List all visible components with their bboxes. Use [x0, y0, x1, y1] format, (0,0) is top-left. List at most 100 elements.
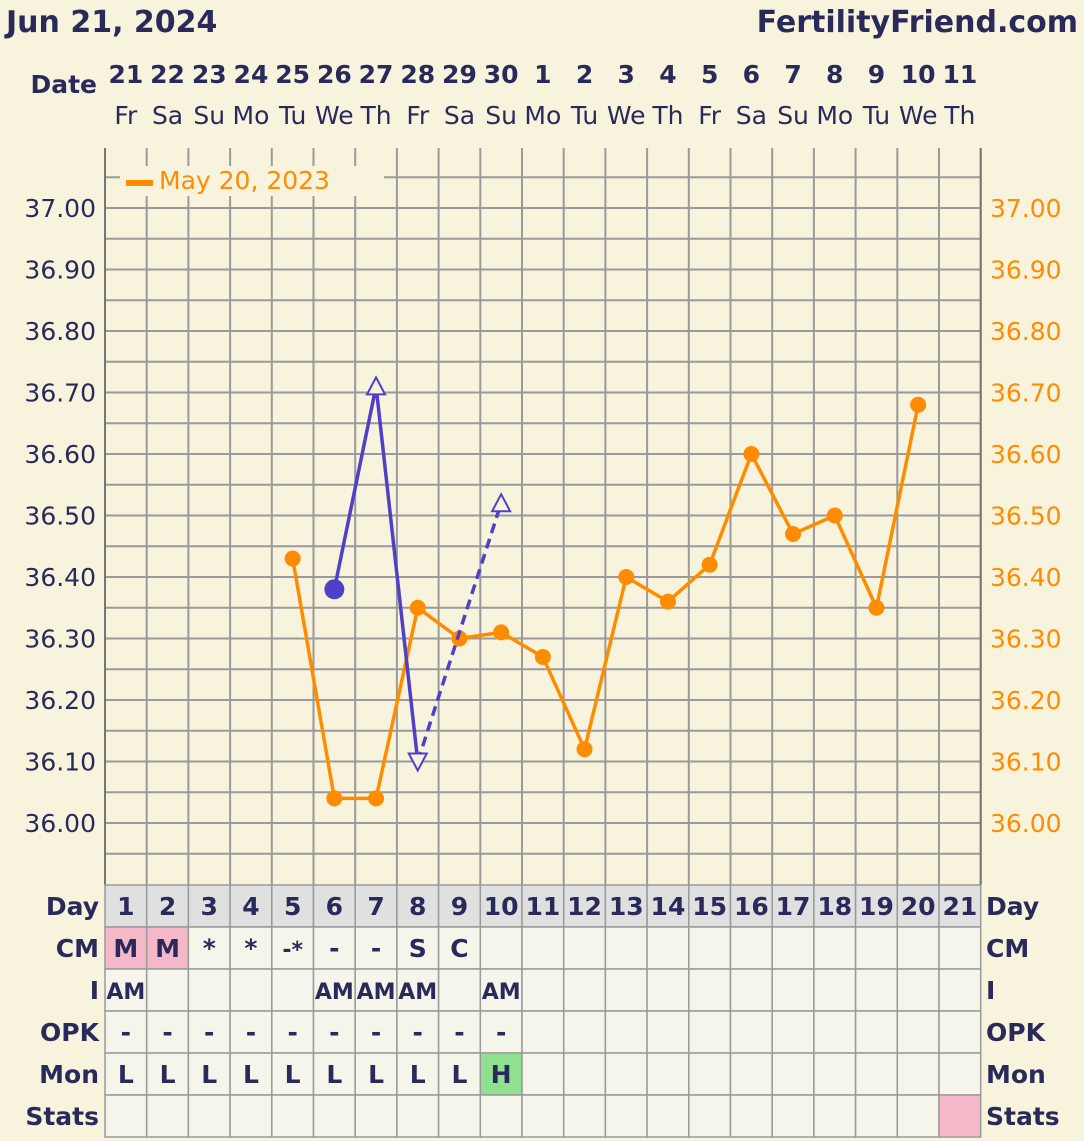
table-cell [854, 968, 899, 1012]
date-label: 1 [534, 60, 551, 89]
table-cell [854, 926, 899, 970]
table-cell [688, 1094, 732, 1138]
table-cell [854, 1094, 899, 1138]
table-cell [104, 1052, 148, 1096]
table-cell-value: AM [315, 980, 354, 1005]
date-label: 23 [192, 60, 227, 89]
temperature-point-orange [826, 507, 843, 524]
temperature-line-purple-dashed [416, 502, 503, 763]
temperature-point-orange [868, 599, 885, 616]
table-cell [187, 968, 231, 1012]
table-cell [646, 884, 690, 928]
temperature-point-orange [326, 790, 343, 807]
table-cell-value: H [491, 1060, 512, 1089]
table-cell [771, 1010, 815, 1054]
table-row-label-right: I [986, 976, 995, 1005]
table-cell-value: - [204, 1018, 214, 1047]
table-cell [271, 1094, 315, 1138]
date-label: 5 [701, 60, 718, 89]
table-cell [646, 968, 690, 1012]
legend-label: May 20, 2023 [159, 166, 330, 195]
chart-grid [104, 148, 982, 885]
table-cell [437, 1094, 482, 1138]
table-row-label-left: I [90, 976, 99, 1005]
table-cell [104, 1010, 148, 1054]
table-cell-value: - [371, 934, 381, 963]
legend-swatch [126, 180, 153, 186]
table-cell [187, 884, 231, 928]
y-axis-label-right: 36.70 [990, 379, 1062, 408]
y-axis-label-right: 36.40 [990, 563, 1062, 592]
temperature-point-orange [534, 648, 551, 665]
table-cell [521, 1052, 565, 1096]
table-cell [813, 1094, 857, 1138]
temperature-point-orange [368, 790, 385, 807]
table-cell [729, 968, 773, 1012]
table-cell-value: 1 [117, 892, 134, 921]
triangle-up-marker [365, 375, 387, 396]
table-cell-value: - [287, 1018, 297, 1047]
table-cell-value: L [118, 1060, 134, 1089]
temperature-line-orange [290, 404, 920, 801]
weekday-label: Su [777, 101, 809, 130]
temperature-point-orange [618, 569, 635, 585]
table-cell-value: 12 [567, 892, 602, 921]
table-cell-value: - [413, 1018, 423, 1047]
table-cell-value: L [201, 1060, 217, 1089]
temperature-point-orange [910, 396, 927, 413]
table-cell [646, 1010, 690, 1054]
y-axis-label-right: 36.30 [990, 625, 1062, 654]
table-cell [729, 1052, 773, 1096]
weekday-label: Tu [570, 101, 598, 130]
table-cell-value: L [243, 1060, 259, 1089]
table-cell [729, 926, 773, 970]
table-cell-value: * [203, 934, 216, 963]
table-cell-value: - [162, 1018, 172, 1047]
weekday-label: We [607, 101, 646, 130]
table-row-label-left: OPK [40, 1018, 101, 1047]
table-cell [729, 1094, 773, 1138]
table-cell-value: 6 [326, 892, 343, 921]
date-label: 30 [484, 60, 519, 89]
table-cell-value: AM [398, 980, 437, 1005]
table-cell-value: M [155, 934, 180, 963]
table-cell-value: 8 [409, 892, 426, 921]
table-cell-value: - [371, 1018, 381, 1047]
weekday-label: We [315, 101, 354, 130]
table-cell [771, 1094, 815, 1138]
table-cell [938, 884, 982, 928]
table-cell [854, 1010, 899, 1054]
temperature-point-orange [493, 624, 510, 641]
weekday-label: Sa [736, 101, 767, 130]
triangle-up-marker [490, 492, 512, 513]
temperature-point-orange [743, 446, 760, 462]
table-cell [145, 1094, 190, 1138]
weekday-label: Fr [406, 101, 430, 130]
table-cell [771, 926, 815, 970]
table-cell-value: 17 [776, 892, 811, 921]
table-cell [813, 926, 857, 970]
weekday-label: Tu [862, 101, 890, 130]
table-cell [729, 1010, 773, 1054]
table-cell [604, 1094, 648, 1138]
table-cell [646, 926, 690, 970]
temperature-point-orange [451, 630, 468, 647]
table-cell-value: - [246, 1018, 256, 1047]
table-cell-value: 9 [451, 892, 468, 921]
table-row-label-right: Mon [986, 1060, 1046, 1089]
y-axis-label-left: 36.90 [24, 256, 96, 285]
table-cell-value: L [160, 1060, 176, 1089]
y-axis-label-left: 36.00 [24, 809, 96, 838]
table-cell [688, 1010, 732, 1054]
table-cell-value: 21 [942, 892, 977, 921]
table-cell [437, 968, 482, 1012]
table-cell [771, 1052, 815, 1096]
y-axis-label-right: 36.60 [990, 440, 1062, 469]
weekday-label: Tu [278, 101, 306, 130]
weekday-label: Th [359, 101, 391, 130]
table-cell [562, 1094, 607, 1138]
date-label: 7 [784, 60, 801, 89]
table-cell [688, 968, 732, 1012]
y-axis-label-left: 36.50 [24, 502, 96, 531]
